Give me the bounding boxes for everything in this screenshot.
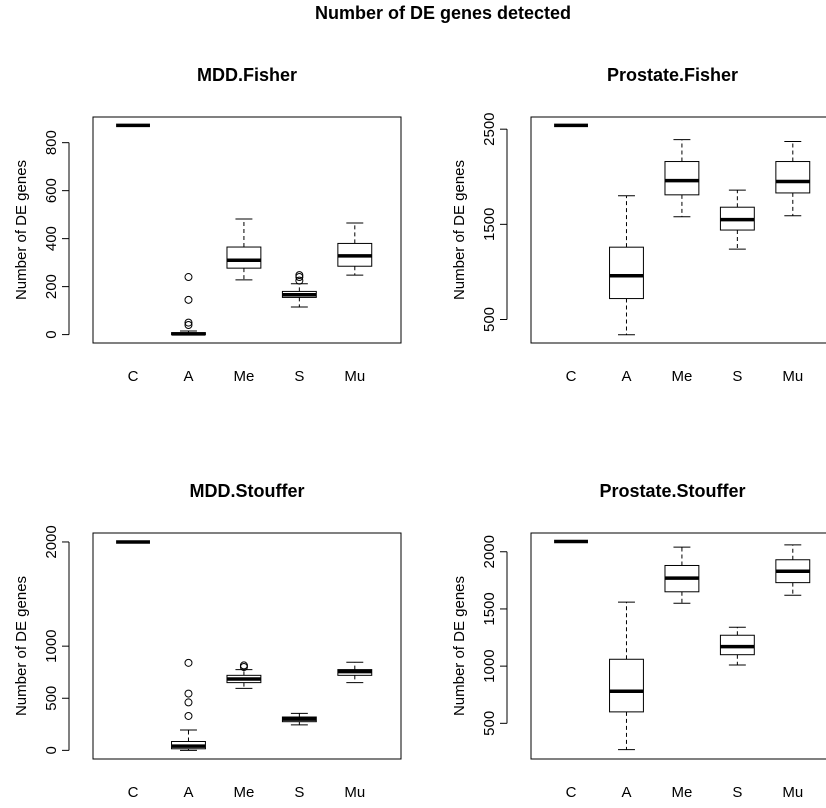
x-tick-label: C bbox=[128, 368, 139, 385]
y-tick-label: 600 bbox=[43, 178, 60, 203]
y-tick-label: 2500 bbox=[481, 112, 498, 145]
x-tick-label: Me bbox=[671, 368, 692, 385]
y-tick-label: 800 bbox=[43, 130, 60, 155]
y-tick-label: 400 bbox=[43, 226, 60, 251]
box-s bbox=[281, 712, 317, 726]
y-tick-label: 1000 bbox=[481, 649, 498, 682]
panel-prostate-fisher: Prostate.Fisher Number of DE genes 500 1500… bbox=[451, 65, 826, 385]
panel-title: MDD.Fisher bbox=[197, 65, 297, 85]
box-a bbox=[171, 658, 206, 751]
y-tick-label: 2000 bbox=[43, 525, 60, 558]
panel-title: Prostate.Fisher bbox=[607, 65, 738, 85]
box-a bbox=[171, 273, 206, 336]
x-tick-label: Mu bbox=[344, 784, 365, 801]
outlier-point bbox=[184, 698, 193, 707]
x-tick-label: A bbox=[183, 368, 193, 385]
box-mu bbox=[775, 544, 811, 596]
outlier-point bbox=[184, 273, 193, 282]
box-me bbox=[226, 218, 262, 281]
box-me bbox=[664, 139, 700, 218]
x-tick-label: A bbox=[621, 368, 631, 385]
x-tick-label: Me bbox=[233, 368, 254, 385]
y-axis-label: Number of DE genes bbox=[451, 160, 468, 300]
x-tick-label: C bbox=[566, 784, 577, 801]
plot-frame bbox=[530, 532, 826, 760]
x-tick-label: S bbox=[294, 368, 304, 385]
x-tick-label: A bbox=[183, 784, 193, 801]
x-tick-label: Mu bbox=[782, 784, 803, 801]
y-tick-label: 200 bbox=[43, 274, 60, 299]
box-s bbox=[281, 271, 317, 308]
panel-mdd-stouffer: MDD.Stouffer Number of DE genes 0 500 1000 20… bbox=[13, 481, 402, 801]
x-tick-label: C bbox=[128, 784, 139, 801]
x-tick-label: Mu bbox=[782, 368, 803, 385]
box-s bbox=[719, 626, 755, 666]
box-iqr bbox=[609, 658, 644, 713]
panel-prostate-stouffer: Prostate.Stouffer Number of DE genes 500 10… bbox=[451, 481, 826, 801]
x-tick-label: S bbox=[294, 784, 304, 801]
x-tick-label: C bbox=[566, 368, 577, 385]
y-tick-label: 2000 bbox=[481, 535, 498, 568]
box-s bbox=[719, 189, 755, 250]
x-tick-label: S bbox=[732, 368, 742, 385]
outlier-point bbox=[184, 689, 193, 698]
outlier-point bbox=[184, 321, 193, 330]
figure-title: Number of DE genes detected bbox=[315, 3, 571, 23]
y-tick-label: 0 bbox=[43, 746, 60, 754]
outlier-point bbox=[295, 271, 304, 280]
outlier-point bbox=[184, 658, 193, 667]
y-tick-label: 500 bbox=[481, 307, 498, 332]
box-iqr bbox=[664, 161, 700, 196]
box-iqr bbox=[609, 246, 644, 300]
panel-title: MDD.Stouffer bbox=[190, 481, 305, 501]
outlier-point bbox=[184, 295, 193, 304]
x-tick-label: Mu bbox=[344, 368, 365, 385]
plot-frame bbox=[92, 532, 402, 760]
y-tick-label: 1500 bbox=[481, 208, 498, 241]
y-tick-label: 1000 bbox=[43, 629, 60, 662]
x-tick-label: Me bbox=[233, 784, 254, 801]
outlier-point bbox=[184, 318, 193, 327]
outlier-point bbox=[239, 661, 248, 670]
y-axis-label: Number of DE genes bbox=[451, 576, 468, 716]
x-tick-label: S bbox=[732, 784, 742, 801]
box-iqr bbox=[775, 161, 811, 194]
outlier-point bbox=[184, 711, 193, 720]
panel-title: Prostate.Stouffer bbox=[599, 481, 745, 501]
box-mu bbox=[337, 661, 373, 684]
y-tick-label: 1500 bbox=[481, 592, 498, 625]
x-tick-label: Me bbox=[671, 784, 692, 801]
box-mu bbox=[775, 141, 811, 217]
box-mu bbox=[337, 222, 373, 276]
box-me bbox=[226, 661, 262, 689]
box-a bbox=[609, 601, 644, 751]
x-tick-label: A bbox=[621, 784, 631, 801]
box-me bbox=[664, 546, 700, 604]
y-tick-label: 500 bbox=[43, 686, 60, 711]
plot-frame bbox=[92, 116, 402, 344]
y-tick-label: 0 bbox=[43, 330, 60, 338]
y-tick-label: 500 bbox=[481, 711, 498, 736]
y-axis-label: Number of DE genes bbox=[13, 576, 30, 716]
panel-mdd-fisher: MDD.Fisher Number of DE genes 0 200 400 600 80… bbox=[13, 65, 402, 385]
outlier-point bbox=[295, 276, 304, 285]
y-axis-label: Number of DE genes bbox=[13, 160, 30, 300]
plot-frame bbox=[530, 116, 826, 344]
box-a bbox=[609, 195, 644, 336]
box-iqr bbox=[226, 246, 262, 269]
